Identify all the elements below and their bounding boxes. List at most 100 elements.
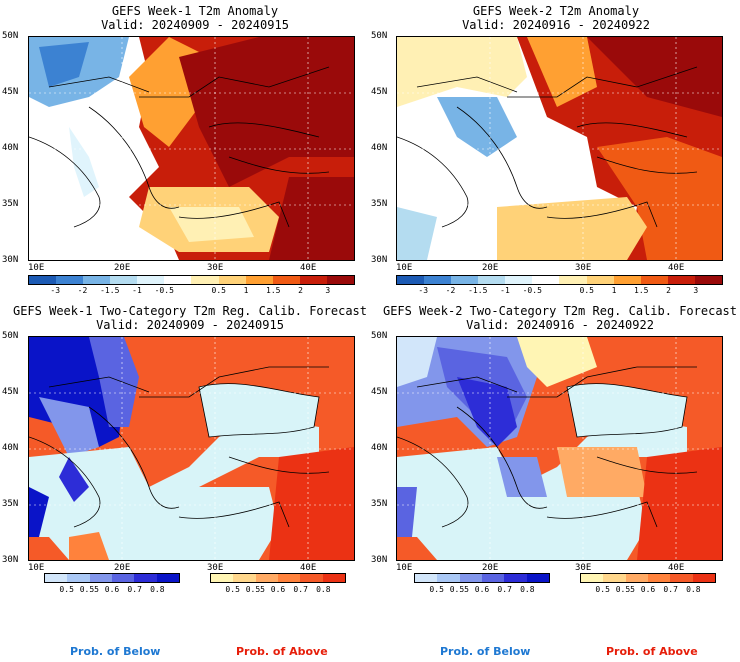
colorbar-tick-label: 0.5 [211, 286, 226, 295]
colorbar-tick-label: -2 [77, 286, 88, 295]
panel1-ylabel: 50N [2, 31, 19, 41]
panel2-ylabel: 40N [371, 143, 388, 153]
colorbar-swatch [83, 276, 111, 284]
panel1-ylabel: 30N [2, 255, 19, 265]
colorbar-tick-label: 0.55 [245, 585, 265, 594]
colorbar-tick-label: 3 [693, 286, 699, 295]
panel1-xlabel: 20E [114, 263, 131, 273]
colorbar-swatch [581, 574, 604, 582]
prob-above-label-left: Prob. of Above [236, 645, 328, 658]
panel4-subtitle: Valid: 20240916 - 20240922 [466, 318, 654, 332]
colorbar-swatch [670, 574, 693, 582]
panel4-ylabel: 45N [371, 387, 388, 397]
panel2-map [396, 36, 723, 261]
colorbar-swatch [640, 276, 668, 284]
colorbar-tick-label: 0.6 [104, 585, 120, 594]
colorbar-tick-label: 0.7 [293, 585, 308, 594]
colorbar-tick-label: 2 [298, 286, 303, 295]
panel4-map [396, 336, 723, 561]
panel3-subtitle: Valid: 20240909 - 20240915 [96, 318, 284, 332]
colorbar-tick-label: 2 [666, 286, 671, 295]
colorbar-swatch [532, 276, 560, 284]
colorbar-tick-label: 0.55 [449, 585, 469, 594]
colorbar-swatch [245, 276, 273, 284]
colorbar-tick-label: 0.6 [640, 585, 656, 594]
colorbar-tick-label: 1.5 [634, 286, 649, 295]
panel4-xlabel: 40E [668, 563, 685, 573]
colorbar-swatch [67, 574, 90, 582]
panel3-above-colorbar [210, 573, 346, 583]
colorbar-swatch [137, 276, 165, 284]
colorbar-tick-label: 0.8 [150, 585, 165, 594]
colorbar-swatch [218, 276, 246, 284]
colorbar-swatch [89, 574, 112, 582]
panel1-ylabel: 45N [2, 87, 19, 97]
colorbar-tick-label: -1 [500, 286, 510, 295]
colorbar-swatch [272, 276, 300, 284]
panel4-below-colorbar [414, 573, 550, 583]
colorbar-swatch [255, 574, 278, 582]
colorbar-swatch [451, 276, 479, 284]
panel4-above-colorbar [580, 573, 716, 583]
panel2-colorbar [396, 275, 723, 285]
panel1-colorbar [28, 275, 355, 285]
panel3-map [28, 336, 355, 561]
panel1-map [28, 36, 355, 261]
panel4-ylabel: 30N [371, 555, 388, 565]
panel1-xlabel: 40E [300, 263, 317, 273]
panel4-ylabel: 40N [371, 443, 388, 453]
colorbar-swatch [437, 574, 460, 582]
panel2-subtitle: Valid: 20240916 - 20240922 [462, 18, 650, 32]
colorbar-swatch [481, 574, 505, 582]
colorbar-swatch [29, 276, 57, 284]
colorbar-swatch [110, 276, 138, 284]
colorbar-tick-label: -0.5 [522, 286, 542, 295]
colorbar-swatch [459, 574, 482, 582]
panel2-ylabel: 35N [371, 199, 388, 209]
panel4-xlabel: 20E [482, 563, 499, 573]
panel2-xlabel: 30E [575, 263, 592, 273]
colorbar-swatch [415, 574, 438, 582]
colorbar-swatch [504, 574, 527, 582]
colorbar-tick-label: 1 [611, 286, 617, 295]
prob-below-label-right: Prob. of Below [440, 645, 531, 658]
colorbar-swatch [424, 276, 452, 284]
panel2-ylabel: 50N [371, 31, 388, 41]
colorbar-tick-label: 0.7 [663, 585, 678, 594]
panel4-ylabel: 50N [371, 331, 388, 341]
colorbar-tick-label: 0.7 [497, 585, 512, 594]
colorbar-swatch [164, 276, 192, 284]
panel1-xlabel: 30E [207, 263, 224, 273]
panel3-xlabel: 40E [300, 563, 317, 573]
colorbar-tick-label: 0.8 [686, 585, 701, 594]
colorbar-tick-label: 0.6 [474, 585, 490, 594]
colorbar-tick-label: 0.6 [270, 585, 286, 594]
colorbar-swatch [45, 574, 68, 582]
colorbar-swatch [505, 276, 533, 284]
panel3-ylabel: 35N [2, 499, 19, 509]
panel4-ylabel: 35N [371, 499, 388, 509]
panel3-below-colorbar [44, 573, 180, 583]
panel2-xlabel: 20E [482, 263, 499, 273]
colorbar-tick-label: -1.5 [100, 286, 120, 295]
colorbar-swatch [625, 574, 648, 582]
colorbar-swatch [478, 276, 506, 284]
colorbar-swatch [111, 574, 135, 582]
colorbar-swatch [397, 276, 425, 284]
colorbar-tick-label: 0.5 [59, 585, 74, 594]
panel1-subtitle: Valid: 20240909 - 20240915 [101, 18, 289, 32]
colorbar-tick-label: -3 [418, 286, 429, 295]
colorbar-tick-label: 0.8 [316, 585, 331, 594]
panel4-xlabel: 10E [396, 563, 413, 573]
colorbar-swatch [559, 276, 587, 284]
colorbar-swatch [191, 276, 219, 284]
colorbar-tick-label: 0.5 [429, 585, 444, 594]
panel2-xlabel: 10E [396, 263, 413, 273]
panel2-ylabel: 45N [371, 87, 388, 97]
panel1-ylabel: 40N [2, 143, 19, 153]
colorbar-swatch [694, 276, 722, 284]
colorbar-swatch [613, 276, 641, 284]
panel2-xlabel: 40E [668, 263, 685, 273]
colorbar-swatch [56, 276, 84, 284]
panel3-ylabel: 50N [2, 331, 19, 341]
